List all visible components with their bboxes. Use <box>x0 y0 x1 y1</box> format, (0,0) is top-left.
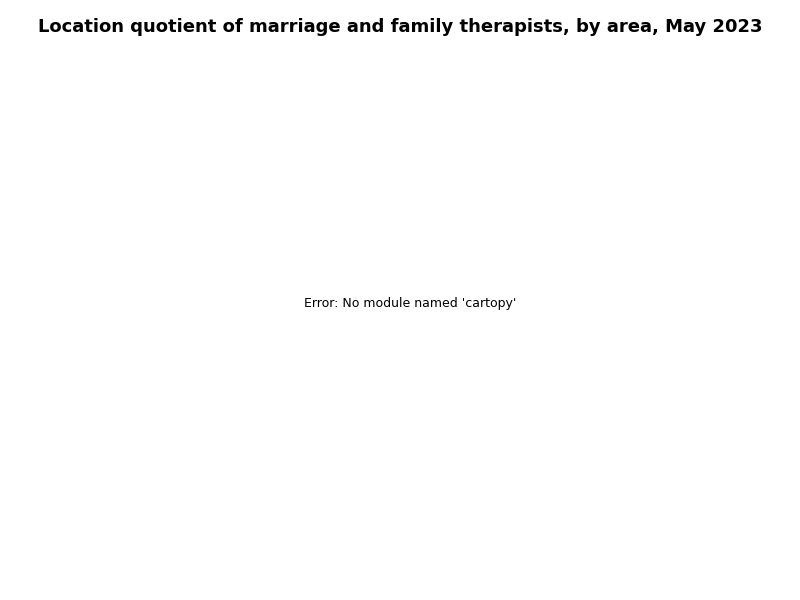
Text: Error: No module named 'cartopy': Error: No module named 'cartopy' <box>304 296 516 310</box>
Text: Location quotient of marriage and family therapists, by area, May 2023: Location quotient of marriage and family… <box>38 18 762 36</box>
